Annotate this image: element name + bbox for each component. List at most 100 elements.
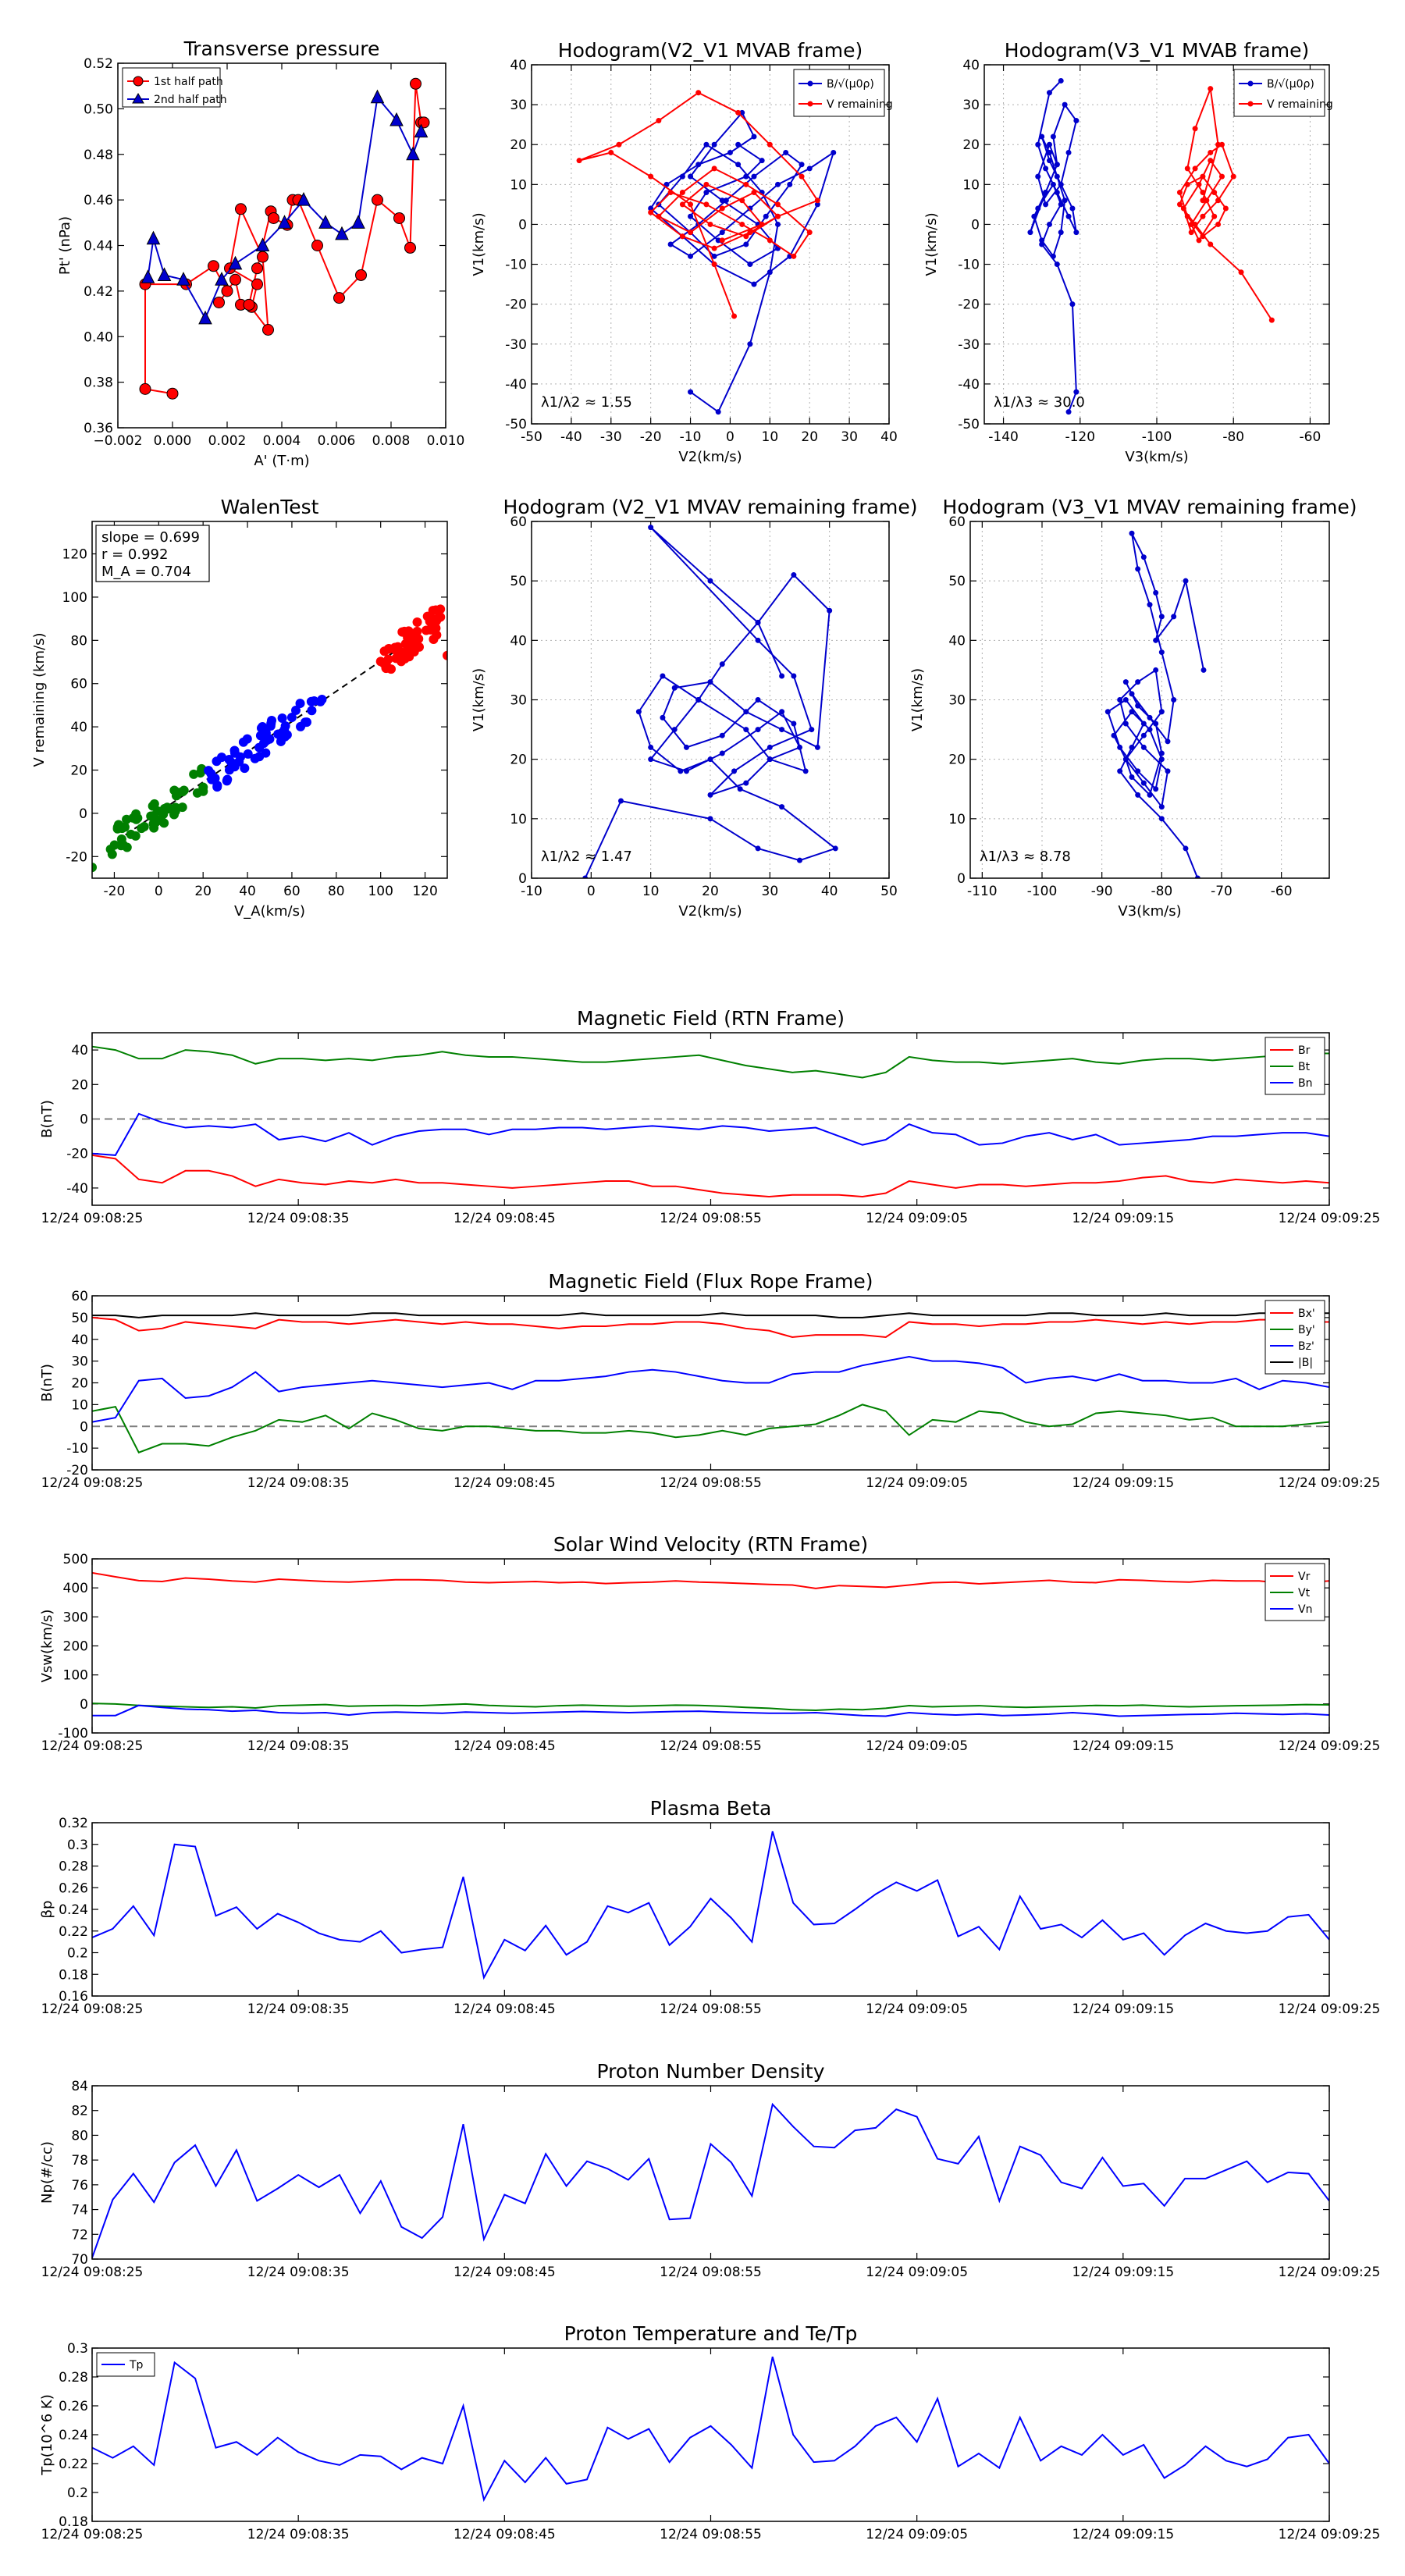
data-point [1035, 173, 1041, 180]
x-tick-label: 12/24 09:08:45 [454, 1738, 556, 1754]
y-tick-label: 0.16 [59, 1989, 88, 2005]
data-point [1208, 158, 1214, 164]
data-point [797, 857, 802, 863]
data-point [688, 389, 694, 395]
legend-label: Tp [129, 2359, 144, 2371]
x-tick-label: -100 [1027, 884, 1058, 899]
data-point [648, 744, 654, 750]
stats-line: M_A = 0.704 [101, 564, 191, 580]
data-point [333, 292, 345, 304]
data-point [277, 215, 292, 229]
plot-area [92, 1559, 1329, 1733]
data-point [739, 221, 745, 227]
data-point [1058, 77, 1064, 84]
y-tick-label: 0 [957, 871, 966, 887]
data-point [1180, 205, 1186, 212]
data-point [648, 173, 654, 180]
y-tick-label: 60 [70, 677, 87, 692]
x-tick-label: 0 [587, 884, 596, 899]
x-axis-label: V_A(km/s) [234, 903, 305, 920]
data-point [1129, 744, 1135, 750]
y-tick-label: 0.40 [84, 329, 113, 345]
legend-marker [133, 76, 144, 87]
x-tick-label: -40 [560, 429, 582, 445]
data-point [791, 572, 797, 578]
data-point [254, 752, 265, 762]
x-tick-label: 12/24 09:09:05 [866, 2001, 968, 2017]
series-line-Bz' [92, 1356, 1329, 1423]
data-point [715, 237, 721, 244]
data-point [149, 813, 159, 823]
data-point [1111, 732, 1117, 738]
legend: B/√(μ0ρ) V remaining [793, 69, 893, 117]
y-axis-label: V1(km/s) [923, 212, 940, 276]
data-point [1238, 269, 1244, 276]
data-point [166, 387, 179, 400]
data-point [743, 181, 749, 187]
data-point [169, 785, 180, 795]
y-tick-label: 0 [79, 806, 87, 822]
y-tick-label: 76 [71, 2178, 88, 2194]
y-tick-label: 30 [510, 98, 527, 113]
data-point [1192, 221, 1198, 227]
y-tick-label: -40 [505, 377, 527, 393]
data-point [213, 296, 225, 308]
y-tick-label: -20 [958, 297, 980, 313]
data-point [318, 215, 333, 229]
ts_beta-chart: 0.16 0.18 0.2 0.22 0.24 0.26 0.28 0.3 0.32 12/24 … [39, 1797, 1380, 2017]
data-point [787, 181, 793, 187]
x-tick-label: -100 [1142, 429, 1172, 445]
chart-title: Magnetic Field (RTN Frame) [577, 1007, 845, 1030]
y-tick-label: 0.22 [59, 2457, 88, 2472]
y-tick-label: -10 [505, 258, 527, 273]
data-point [1039, 237, 1045, 244]
chart-title: Solar Wind Velocity (RTN Frame) [553, 1533, 868, 1556]
x-tick-label: 12/24 09:09:15 [1072, 2527, 1174, 2542]
data-point [1140, 554, 1147, 560]
data-point [739, 109, 745, 116]
data-point [1194, 875, 1200, 878]
data-point [1183, 845, 1189, 852]
legend-label: Bn [1298, 1077, 1312, 1090]
x-tick-label: 12/24 09:08:35 [247, 1738, 350, 1754]
data-point [192, 788, 202, 798]
x-tick-label: 40 [880, 429, 898, 445]
data-point [608, 149, 614, 155]
ratio-annotation: λ1/λ2 ≈ 1.55 [541, 394, 632, 411]
data-point [1184, 181, 1190, 187]
y-tick-label: 120 [62, 547, 87, 563]
data-point [767, 744, 773, 750]
data-point [301, 717, 311, 728]
data-point [149, 799, 159, 809]
y-tick-label: 0.32 [59, 1816, 88, 1831]
x-tick-label: -20 [640, 429, 662, 445]
data-point [1069, 205, 1076, 212]
y-tick-label: -20 [66, 1147, 88, 1162]
y-tick-label: -50 [958, 417, 980, 432]
data-point [739, 197, 745, 204]
x-tick-label: 12/24 09:09:15 [1072, 1475, 1174, 1491]
y-tick-label: 10 [510, 812, 527, 827]
data-point [1208, 241, 1214, 247]
data-point [1117, 744, 1123, 750]
data-point [1117, 768, 1123, 774]
data-point [707, 816, 713, 822]
data-point [767, 237, 773, 244]
x-tick-label: 12/24 09:09:25 [1279, 1738, 1381, 1754]
x-axis-label: A' (T·m) [254, 453, 309, 469]
data-point [683, 768, 689, 774]
plot-frame [91, 521, 448, 879]
h2-chart: -140 -120 -100 -80 -60-50-40-30-20-100102030… [923, 39, 1333, 465]
series-line-Vt [92, 1703, 1329, 1712]
y-tick-label: 0.28 [59, 2370, 88, 2386]
stats-box [95, 525, 210, 582]
data-point [1153, 720, 1159, 727]
data-point [404, 241, 416, 254]
y-tick-label: 82 [71, 2104, 88, 2119]
x-tick-label: 12/24 09:09:25 [1279, 2001, 1381, 2017]
data-point [159, 818, 169, 828]
data-point [140, 269, 155, 283]
y-tick-label: 20 [962, 137, 980, 153]
data-point [719, 229, 725, 236]
